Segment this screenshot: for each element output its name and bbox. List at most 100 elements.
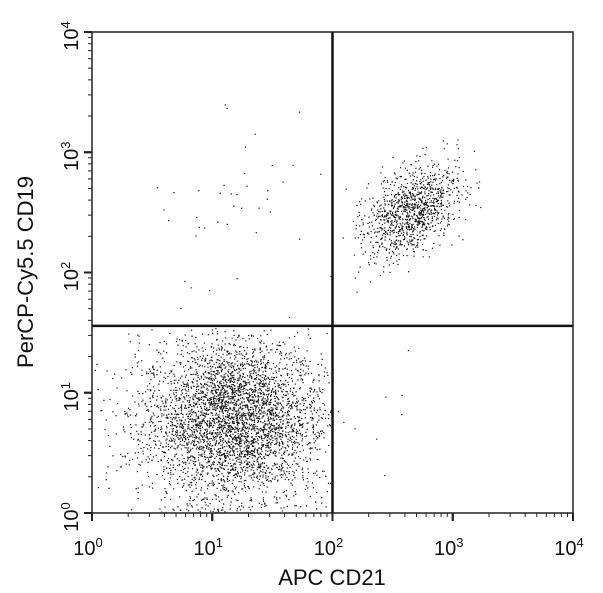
- event-dot: [281, 391, 283, 393]
- event-dot: [197, 509, 199, 511]
- event-dot: [237, 394, 239, 396]
- event-dot: [424, 223, 426, 225]
- event-dot: [291, 438, 293, 441]
- event-dot: [431, 216, 433, 218]
- event-dot: [253, 418, 256, 420]
- event-dot: [175, 379, 177, 381]
- event-dot: [231, 426, 233, 428]
- event-dot: [205, 383, 207, 385]
- event-dot: [252, 427, 254, 429]
- event-dot: [406, 203, 409, 205]
- event-dot: [176, 414, 178, 416]
- event-dot: [246, 453, 249, 455]
- event-dot: [219, 450, 221, 452]
- event-dot: [321, 497, 323, 499]
- event-dot: [254, 472, 256, 474]
- event-dot: [235, 439, 237, 441]
- event-dot: [293, 452, 295, 454]
- event-dot: [416, 180, 418, 182]
- event-dot: [398, 217, 400, 219]
- event-dot: [285, 391, 287, 393]
- event-dot: [150, 431, 153, 433]
- event-dot: [239, 446, 241, 448]
- event-dot: [288, 398, 290, 400]
- event-dot: [220, 426, 223, 428]
- event-dot: [446, 176, 448, 178]
- event-dot: [307, 396, 310, 398]
- event-dot: [380, 183, 382, 185]
- event-dot: [242, 364, 244, 366]
- event-dot: [147, 456, 149, 458]
- event-dot: [178, 399, 180, 401]
- event-dot: [202, 449, 204, 451]
- event-dot: [242, 385, 244, 387]
- event-dot: [187, 424, 189, 426]
- event-dot: [265, 346, 267, 348]
- event-dot: [305, 505, 308, 507]
- event-dot: [167, 444, 169, 446]
- event-dot: [238, 435, 240, 437]
- event-dot: [197, 472, 199, 474]
- event-dot: [296, 370, 298, 372]
- event-dot: [412, 183, 414, 185]
- event-dot: [247, 389, 249, 391]
- event-dot: [296, 409, 298, 411]
- event-dot: [258, 417, 260, 419]
- event-dot: [223, 426, 225, 428]
- event-dot: [240, 378, 243, 380]
- event-dot: [176, 458, 178, 460]
- event-dot: [431, 160, 433, 162]
- event-dot: [264, 378, 266, 380]
- event-dot: [441, 186, 443, 188]
- event-dot: [270, 399, 272, 402]
- event-dot: [268, 352, 270, 354]
- event-dot: [293, 460, 295, 462]
- event-dot: [275, 393, 277, 396]
- event-dot: [232, 479, 234, 481]
- event-dot: [148, 486, 151, 488]
- event-dot: [386, 232, 388, 234]
- event-dot: [180, 422, 182, 424]
- event-dot: [219, 395, 221, 397]
- event-dot: [321, 417, 323, 419]
- event-dot: [210, 401, 212, 404]
- event-dot: [378, 210, 380, 212]
- event-dot: [280, 474, 283, 476]
- event-dot: [204, 416, 206, 418]
- event-dot: [213, 387, 215, 389]
- event-dot: [252, 454, 254, 457]
- event-dot: [299, 388, 301, 390]
- event-dot: [275, 455, 277, 457]
- event-dot: [196, 406, 199, 408]
- event-dot: [374, 219, 376, 221]
- event-dot: [294, 423, 296, 425]
- event-dot: [426, 207, 428, 209]
- event-dot: [268, 433, 270, 435]
- event-dot: [205, 456, 207, 459]
- event-dot: [274, 476, 276, 478]
- event-dot: [264, 434, 266, 436]
- event-dot: [165, 431, 167, 433]
- event-dot: [427, 198, 429, 200]
- event-dot: [312, 431, 314, 433]
- event-dot: [239, 437, 241, 439]
- event-dot: [203, 451, 206, 453]
- event-dot: [432, 197, 434, 200]
- event-dot: [162, 395, 164, 397]
- event-dot: [210, 456, 212, 459]
- event-dot: [186, 443, 188, 445]
- event-dot: [223, 432, 225, 434]
- event-dot: [217, 416, 219, 418]
- event-dot: [223, 382, 225, 384]
- event-dot: [266, 397, 269, 399]
- event-dot: [216, 330, 218, 332]
- event-dot: [302, 370, 304, 372]
- event-dot: [170, 389, 172, 391]
- event-dot: [431, 217, 433, 219]
- event-dot: [177, 506, 179, 508]
- event-dot: [165, 442, 167, 444]
- event-dot: [236, 439, 238, 441]
- event-dot: [250, 497, 252, 499]
- event-dot: [299, 424, 302, 426]
- event-dot: [328, 382, 330, 384]
